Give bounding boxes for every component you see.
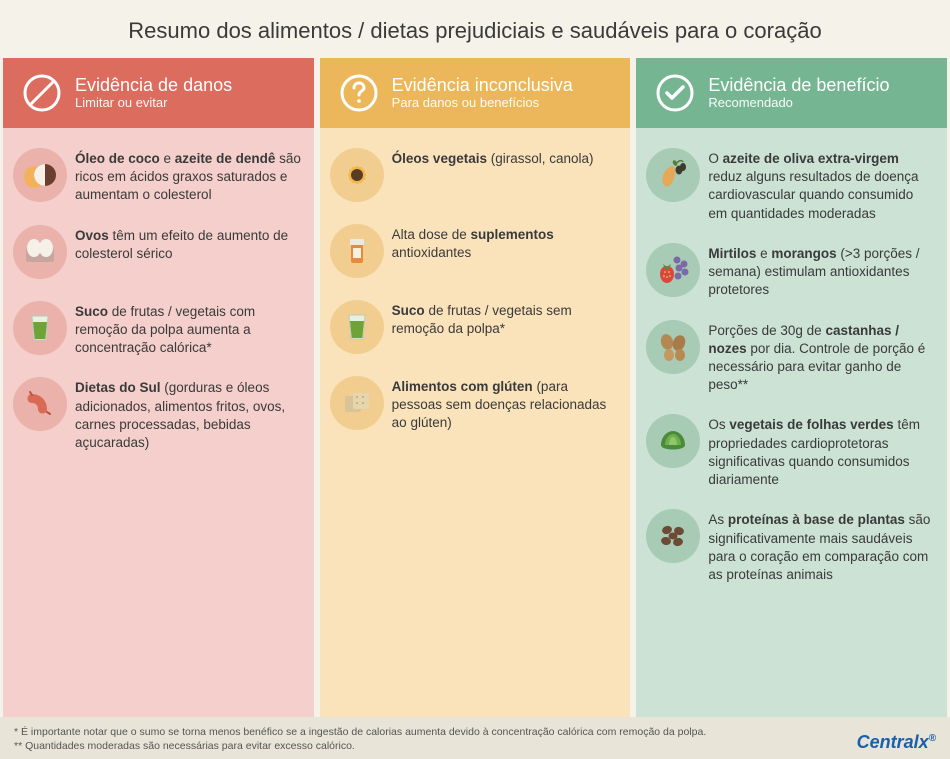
- olive-icon: [646, 148, 700, 202]
- row-nuts: Porções de 30g de castanhas / nozes por …: [644, 310, 939, 405]
- row-greens: Os vegetais de folhas verdes têm proprie…: [644, 404, 939, 499]
- footnotes: * É importante notar que o sumo se torna…: [14, 725, 706, 753]
- row-coconut: Óleo de coco e azeite de dendê são ricos…: [11, 138, 306, 215]
- text-juice-inc: Suco de frutas / vegetais sem remoção da…: [392, 300, 619, 338]
- body-benefit: O azeite de oliva extra-virgem reduz alg…: [636, 128, 947, 746]
- column-harm: Evidência de danos Limitar ou evitar Óle…: [3, 58, 314, 746]
- body-inconclusive: Óleos vegetais (girassol, canola) Alta d…: [320, 128, 631, 746]
- brand-logo: Centralx®: [857, 732, 936, 753]
- juice-icon: [330, 300, 384, 354]
- eggs-icon: [13, 225, 67, 279]
- beans-icon: [646, 509, 700, 563]
- row-berries: Mirtilos e morangos (>3 porções / semana…: [644, 233, 939, 310]
- sausage-icon: [13, 377, 67, 431]
- footnote-b: ** Quantidades moderadas são necessárias…: [14, 739, 706, 753]
- header-inconclusive: Evidência inconclusiva Para danos ou ben…: [320, 58, 631, 128]
- crackers-icon: [330, 376, 384, 430]
- berries-icon: [646, 243, 700, 297]
- nuts-icon: [646, 320, 700, 374]
- column-inconclusive: Evidência inconclusiva Para danos ou ben…: [320, 58, 631, 746]
- lettuce-icon: [646, 414, 700, 468]
- text-eggs: Ovos têm um efeito de aumento de coleste…: [75, 225, 302, 263]
- header-benefit-subtitle: Recomendado: [708, 95, 889, 110]
- header-harm: Evidência de danos Limitar ou evitar: [3, 58, 314, 128]
- header-harm-title: Evidência de danos: [75, 76, 232, 96]
- row-juice-harm: Suco de frutas / vegetais com remoção da…: [11, 291, 306, 368]
- text-greens: Os vegetais de folhas verdes têm proprie…: [708, 414, 935, 489]
- text-coconut: Óleo de coco e azeite de dendê são ricos…: [75, 148, 302, 205]
- header-benefit-title: Evidência de benefício: [708, 76, 889, 96]
- header-inconclusive-title: Evidência inconclusiva: [392, 76, 573, 96]
- header-benefit: Evidência de benefício Recomendado: [636, 58, 947, 128]
- coconut-icon: [13, 148, 67, 202]
- text-southern: Dietas do Sul (gorduras e óleos adiciona…: [75, 377, 302, 452]
- body-harm: Óleo de coco e azeite de dendê são ricos…: [3, 128, 314, 746]
- juice-icon: [13, 301, 67, 355]
- text-gluten: Alimentos com glúten (para pessoas sem d…: [392, 376, 619, 433]
- check-icon: [654, 72, 696, 114]
- text-olive: O azeite de oliva extra-virgem reduz alg…: [708, 148, 935, 223]
- header-inconclusive-subtitle: Para danos ou benefícios: [392, 95, 573, 110]
- column-benefit: Evidência de benefício Recomendado O aze…: [636, 58, 947, 746]
- header-harm-subtitle: Limitar ou evitar: [75, 95, 232, 110]
- text-juice-harm: Suco de frutas / vegetais com remoção da…: [75, 301, 302, 358]
- row-supplement: Alta dose de suplementos antioxidantes: [328, 214, 623, 290]
- row-plant-protein: As proteínas à base de plantas são signi…: [644, 499, 939, 594]
- text-plant-protein: As proteínas à base de plantas são signi…: [708, 509, 935, 584]
- text-berries: Mirtilos e morangos (>3 porções / semana…: [708, 243, 935, 300]
- row-juice-inc: Suco de frutas / vegetais sem remoção da…: [328, 290, 623, 366]
- footnote-a: * É importante notar que o sumo se torna…: [14, 725, 706, 739]
- prohibit-icon: [21, 72, 63, 114]
- question-icon: [338, 72, 380, 114]
- row-southern: Dietas do Sul (gorduras e óleos adiciona…: [11, 367, 306, 462]
- row-eggs: Ovos têm um efeito de aumento de coleste…: [11, 215, 306, 291]
- row-gluten: Alimentos com glúten (para pessoas sem d…: [328, 366, 623, 443]
- supplement-icon: [330, 224, 384, 278]
- row-olive: O azeite de oliva extra-virgem reduz alg…: [644, 138, 939, 233]
- sunflower-icon: [330, 148, 384, 202]
- page-title: Resumo dos alimentos / dietas prejudicia…: [0, 0, 950, 58]
- text-supplement: Alta dose de suplementos antioxidantes: [392, 224, 619, 262]
- text-nuts: Porções de 30g de castanhas / nozes por …: [708, 320, 935, 395]
- text-sunflower: Óleos vegetais (girassol, canola): [392, 148, 594, 168]
- footer: * É importante notar que o sumo se torna…: [0, 717, 950, 759]
- row-sunflower: Óleos vegetais (girassol, canola): [328, 138, 623, 214]
- columns-wrap: Evidência de danos Limitar ou evitar Óle…: [0, 58, 950, 746]
